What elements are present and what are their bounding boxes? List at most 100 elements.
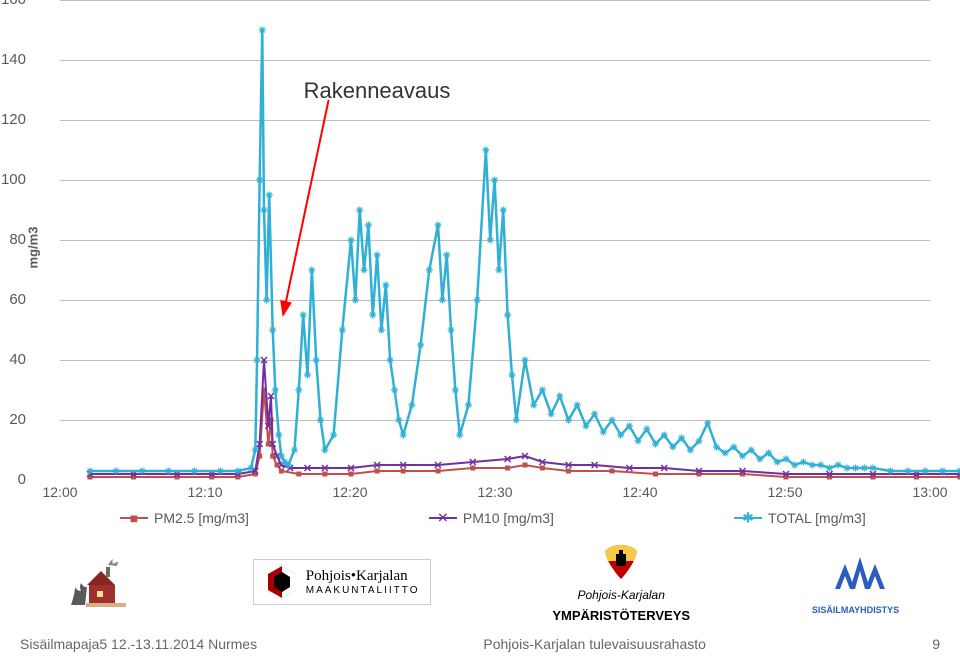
marker — [540, 466, 545, 471]
marker — [374, 252, 381, 259]
marker — [261, 207, 268, 214]
marker — [263, 297, 270, 304]
marker — [530, 402, 537, 409]
marker — [504, 312, 511, 319]
legend-item: ■PM2.5 [mg/m3] — [120, 510, 249, 526]
marker — [887, 468, 894, 475]
marker — [800, 459, 807, 466]
footer-right: 9 — [932, 636, 940, 652]
marker — [566, 469, 571, 474]
marker — [609, 417, 616, 424]
marker — [113, 468, 120, 475]
marker — [730, 444, 737, 451]
marker — [652, 441, 659, 448]
marker — [439, 297, 446, 304]
marker — [791, 462, 798, 469]
x-tick: 13:00 — [912, 484, 947, 500]
marker — [426, 267, 433, 274]
marker — [687, 447, 694, 454]
marker — [617, 432, 624, 439]
annotation-label: Rakenneavaus — [304, 78, 451, 104]
marker — [722, 450, 729, 457]
marker — [565, 417, 572, 424]
legend-label: PM10 [mg/m3] — [463, 510, 554, 526]
legend: ■PM2.5 [mg/m3] ✕PM10 [mg/m3] ✱TOTAL [mg/m3… — [120, 510, 866, 526]
marker — [165, 468, 172, 475]
y-tick: 160 — [0, 0, 26, 8]
marker — [505, 466, 510, 471]
marker — [330, 432, 337, 439]
marker — [487, 237, 494, 244]
marker — [291, 447, 298, 454]
marker — [349, 472, 354, 477]
marker — [272, 387, 279, 394]
marker — [474, 297, 481, 304]
annotation-arrow — [283, 100, 328, 315]
legend-item: ✱TOTAL [mg/m3] — [734, 510, 866, 526]
marker — [278, 453, 285, 460]
x-tick: 12:50 — [767, 484, 802, 500]
y-tick: 120 — [0, 111, 26, 128]
marker — [313, 357, 320, 364]
marker — [436, 469, 441, 474]
marker — [574, 402, 581, 409]
marker — [279, 469, 284, 474]
marker — [939, 468, 946, 475]
marker — [395, 417, 402, 424]
marker — [922, 468, 929, 475]
marker — [861, 465, 868, 472]
marker — [443, 252, 450, 259]
marker — [522, 357, 529, 364]
legend-item: ✕PM10 [mg/m3] — [429, 510, 554, 526]
marker — [285, 462, 292, 469]
x-tick: 12:10 — [187, 484, 222, 500]
marker — [556, 393, 563, 400]
legend-label: PM2.5 [mg/m3] — [154, 510, 249, 526]
marker — [275, 432, 282, 439]
x-tick: 12:40 — [622, 484, 657, 500]
marker — [661, 432, 668, 439]
marker — [783, 456, 790, 463]
marker — [348, 237, 355, 244]
marker — [452, 387, 459, 394]
marker — [465, 402, 472, 409]
marker — [669, 444, 676, 451]
logo-yt-line1: Pohjois-Karjalan — [578, 588, 665, 602]
x-tick: 12:20 — [332, 484, 367, 500]
footer: Sisäilmapaja5 12.-13.11.2014 Nurmes Pohj… — [0, 636, 960, 652]
marker — [600, 429, 607, 436]
marker — [234, 468, 241, 475]
y-tick: 0 — [0, 471, 26, 488]
marker — [254, 357, 261, 364]
marker — [704, 420, 711, 427]
marker — [387, 357, 394, 364]
marker — [508, 372, 515, 379]
marker — [809, 462, 816, 469]
marker — [217, 468, 224, 475]
marker — [500, 207, 507, 214]
y-tick: 40 — [0, 351, 26, 368]
chart-area: mg/m3 020406080100120140160Rakenneavaus — [30, 0, 930, 480]
logo-sisailma: SISÄILMAYHDISTYS — [812, 549, 899, 615]
marker — [400, 432, 407, 439]
marker — [826, 465, 833, 472]
marker — [904, 468, 911, 475]
marker — [304, 372, 311, 379]
marker — [835, 462, 842, 469]
marker — [247, 465, 254, 472]
marker — [765, 450, 772, 457]
marker — [870, 465, 877, 472]
marker — [256, 177, 263, 184]
x-tick: 12:00 — [42, 484, 77, 500]
marker — [739, 453, 746, 460]
marker — [456, 432, 463, 439]
marker — [482, 147, 489, 154]
marker — [321, 447, 328, 454]
marker — [269, 327, 276, 334]
marker — [382, 282, 389, 289]
marker — [626, 423, 633, 430]
marker — [748, 447, 755, 454]
marker — [375, 469, 380, 474]
marker — [774, 459, 781, 466]
marker — [356, 207, 363, 214]
